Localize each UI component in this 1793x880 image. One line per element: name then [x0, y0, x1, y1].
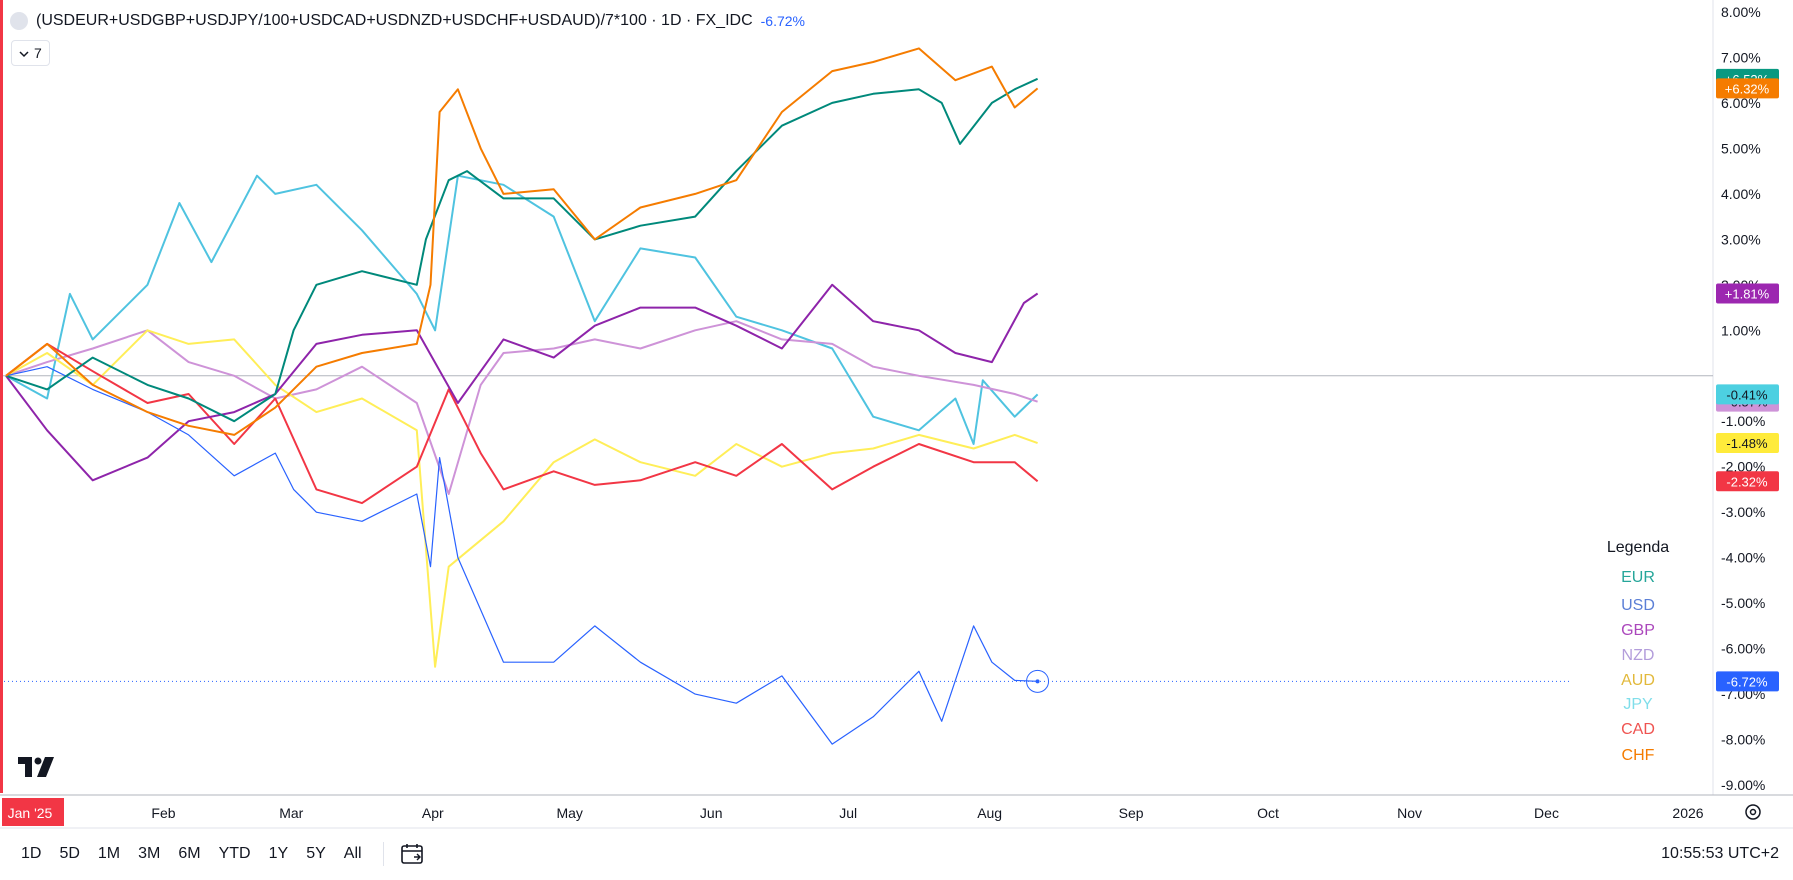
series-line-chf	[5, 47, 1039, 436]
usd-current-ring	[1026, 669, 1050, 693]
timezone-clock[interactable]: 10:55:53 UTC+2	[1661, 845, 1779, 862]
range-button-1m[interactable]: 1M	[97, 845, 121, 862]
y-tick-label: -5.00%	[1721, 595, 1765, 611]
y-tick-label: 3.00%	[1721, 231, 1761, 247]
legend-entry-nzd: NZD	[1622, 647, 1655, 664]
price-label-cad: -2.32%	[1726, 474, 1768, 489]
range-button-1d[interactable]: 1D	[21, 845, 42, 862]
legend-entry-aud: AUD	[1621, 672, 1655, 689]
settings-gear-icon[interactable]	[1745, 804, 1761, 820]
price-label-gbp: +1.81%	[1725, 286, 1770, 301]
y-tick-label: 1.00%	[1721, 322, 1761, 338]
y-tick-label: 6.00%	[1721, 95, 1761, 111]
price-label-jpy: -0.41%	[1726, 387, 1768, 402]
range-button-3m[interactable]: 3M	[138, 845, 161, 862]
symbol-legend: (USDEUR+USDGBP+USDJPY/100+USDCAD+USDNZD+…	[10, 8, 805, 34]
x-tick-label: 2026	[1672, 805, 1703, 821]
x-tick-label: Nov	[1397, 805, 1422, 821]
x-tick-label: Jan '25	[8, 805, 53, 821]
series-line-nzd	[5, 320, 1038, 495]
x-tick-label: Jul	[839, 805, 857, 821]
range-button-1y[interactable]: 1Y	[268, 845, 289, 862]
range-button-5y[interactable]: 5Y	[306, 845, 326, 862]
calendar-range-icon[interactable]	[398, 839, 428, 869]
price-label-bg-jpy	[1716, 384, 1779, 405]
symbol-logo-icon	[10, 12, 28, 30]
time-range-toolbar: 1D 5D 1M 3M 6M YTD 1Y 5Y All 10:55:53 UT…	[0, 834, 1793, 874]
legend-title: Legenda	[1607, 539, 1669, 556]
indicators-collapse-button[interactable]: 7	[11, 40, 50, 66]
series-line-jpy	[5, 174, 1039, 445]
x-tick-label: Sep	[1119, 805, 1144, 821]
price-label-bg-aud	[1716, 433, 1779, 454]
x-tick-label: Jun	[700, 805, 723, 821]
price-label-bg-cad	[1716, 471, 1779, 492]
y-tick-label: 4.00%	[1721, 186, 1761, 202]
y-tick-label: -9.00%	[1721, 777, 1765, 793]
legend-entry-chf: CHF	[1622, 747, 1655, 764]
price-label-aud: -1.48%	[1726, 436, 1768, 451]
price-label-usd: -6.72%	[1726, 674, 1768, 689]
x-tick-label: Apr	[422, 805, 444, 821]
range-button-6m[interactable]: 6M	[178, 845, 201, 862]
chevron-down-icon	[19, 45, 29, 61]
series-line-gbp	[5, 283, 1039, 482]
x-tick-label: Aug	[977, 805, 1002, 821]
y-tick-label: -1.00%	[1721, 413, 1765, 429]
series-line-cad	[5, 342, 1039, 505]
y-tick-label: -2.00%	[1721, 459, 1765, 475]
gear-hub	[1749, 808, 1757, 816]
y-tick-label: -3.00%	[1721, 504, 1765, 520]
series-line-usd	[5, 366, 1038, 745]
symbol-title[interactable]: (USDEUR+USDGBP+USDJPY/100+USDCAD+USDNZD+…	[36, 12, 753, 29]
usd-current-dot	[1035, 679, 1040, 684]
x-tick-label: Dec	[1534, 805, 1559, 821]
legend-entry-eur: EUR	[1621, 569, 1655, 586]
range-button-ytd[interactable]: YTD	[218, 845, 251, 862]
price-label-bg-usd	[1716, 671, 1779, 692]
price-label-chf: +6.32%	[1725, 81, 1770, 96]
y-tick-label: 8.00%	[1721, 4, 1761, 20]
range-button-5d[interactable]: 5D	[59, 845, 80, 862]
x-tick-label: Feb	[151, 805, 175, 821]
x-tick-label: Oct	[1257, 805, 1279, 821]
legend-entry-cad: CAD	[1621, 721, 1655, 738]
series-line-eur	[5, 77, 1039, 423]
chart-edge-marker	[0, 0, 3, 793]
legend-entry-usd: USD	[1621, 597, 1655, 614]
indicator-count: 7	[34, 45, 42, 61]
legend-entry-gbp: GBP	[1621, 622, 1655, 639]
tradingview-logo-icon	[18, 757, 54, 777]
legend-entry-jpy: JPY	[1623, 696, 1653, 713]
price-label-bg-gbp	[1716, 283, 1779, 304]
x-tick-label: May	[556, 805, 582, 821]
y-tick-label: -4.00%	[1721, 550, 1765, 566]
series-line-aud	[5, 329, 1038, 668]
gear-ring	[1745, 804, 1761, 820]
x-tick-label: Mar	[279, 805, 303, 821]
price-label-bg-chf	[1716, 78, 1779, 99]
range-button-all[interactable]: All	[343, 845, 362, 862]
toolbar-divider	[382, 842, 384, 866]
symbol-change: -6.72%	[760, 13, 805, 29]
y-tick-label: -8.00%	[1721, 732, 1765, 748]
y-tick-label: 5.00%	[1721, 140, 1761, 156]
x-start-marker	[2, 798, 64, 826]
y-tick-label: -6.00%	[1721, 641, 1765, 657]
y-tick-label: 7.00%	[1721, 49, 1761, 65]
